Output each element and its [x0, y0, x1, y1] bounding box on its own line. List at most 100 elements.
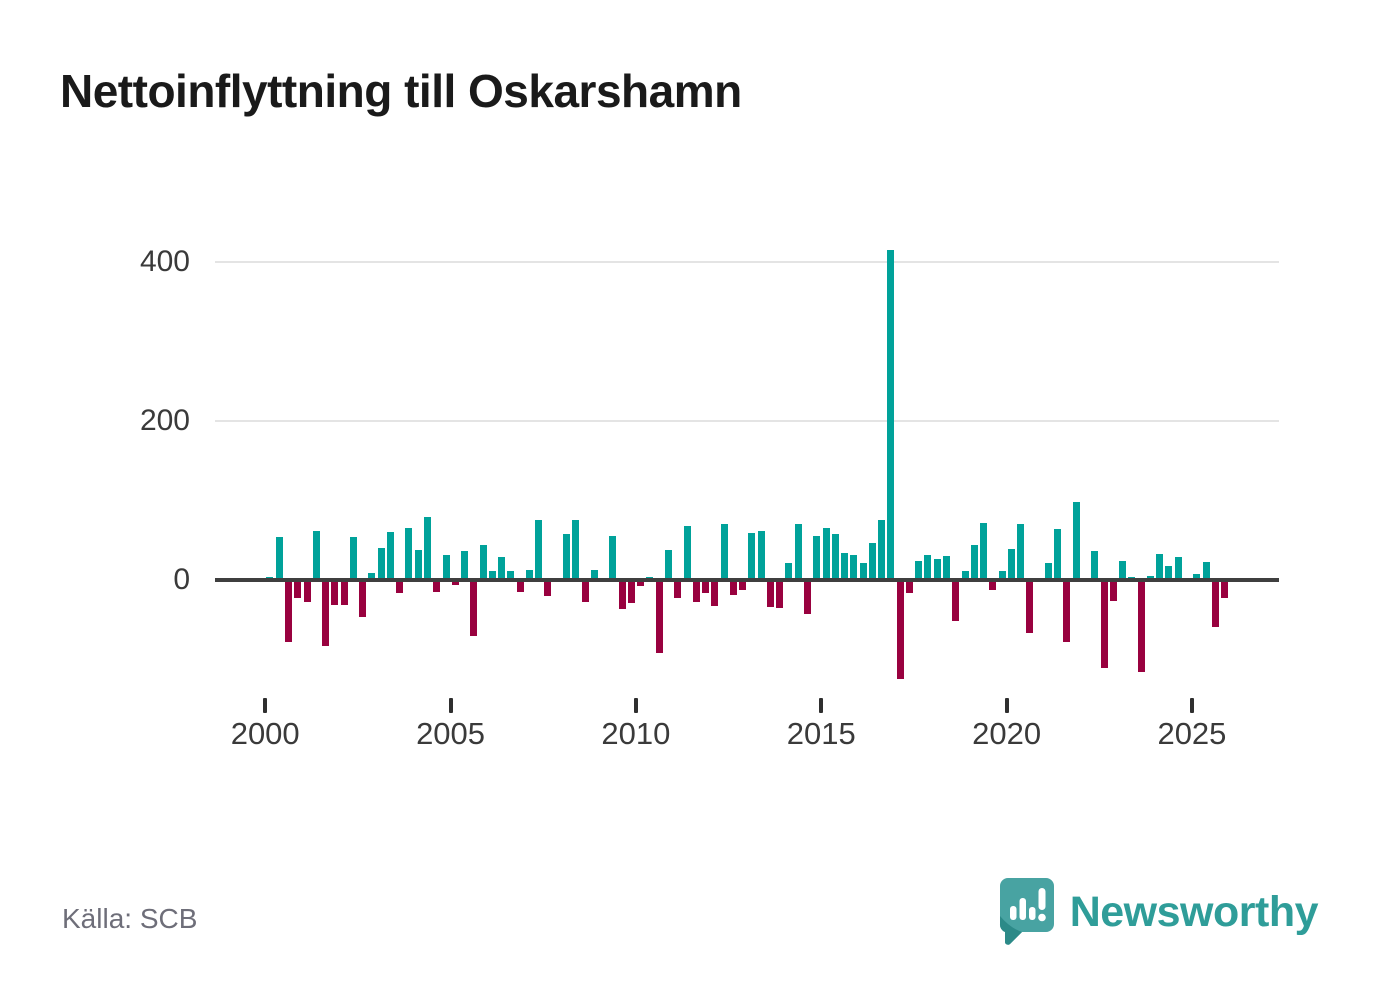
bar [349, 537, 357, 580]
bar [943, 556, 950, 580]
bar [766, 580, 774, 607]
bar [396, 580, 404, 593]
bar [386, 532, 394, 580]
bar [331, 580, 339, 605]
bar [414, 549, 422, 580]
bar [433, 580, 441, 592]
bar [1193, 573, 1201, 580]
bar [609, 536, 617, 580]
bar [525, 569, 533, 580]
bar [479, 545, 487, 580]
bar [841, 553, 848, 580]
bar [368, 572, 376, 580]
bar [720, 524, 728, 581]
bar [970, 545, 978, 580]
bar [1156, 553, 1164, 580]
bar [275, 537, 283, 580]
bar [590, 569, 598, 580]
bar [424, 517, 431, 580]
bar [785, 563, 793, 580]
y-axis-label: 0 [173, 563, 190, 596]
bar [702, 580, 709, 593]
bar [516, 580, 524, 592]
bar [674, 580, 682, 598]
bar [813, 536, 821, 580]
newsworthy-bubble-chart-icon [999, 878, 1054, 945]
bar [312, 530, 320, 580]
bar [664, 549, 672, 580]
bar [322, 580, 329, 646]
bar [859, 562, 867, 580]
bar [1091, 551, 1099, 580]
bar [1165, 565, 1173, 580]
bar [470, 580, 478, 636]
bar [498, 556, 506, 580]
bar [905, 580, 913, 593]
bar [915, 560, 923, 580]
gridline-400 [215, 261, 1279, 263]
bar [1063, 580, 1071, 642]
bar [627, 580, 635, 604]
bar [544, 580, 552, 596]
bar [868, 542, 876, 580]
chart-title: Nettoinflyttning till Oskarshamn [60, 65, 742, 117]
bar [1221, 580, 1228, 599]
x-tick-2005 [448, 698, 453, 713]
y-axis-label: 400 [139, 245, 190, 278]
bar [1007, 549, 1015, 580]
x-axis-label: 2010 [601, 716, 671, 751]
x-axis-label: 2015 [786, 716, 856, 751]
bar [711, 580, 719, 607]
bar [683, 525, 691, 580]
bar [405, 528, 413, 580]
x-axis-label: 2005 [416, 716, 486, 751]
bar [655, 580, 663, 654]
bar [878, 520, 886, 580]
y-axis-label: 200 [139, 404, 190, 437]
bar [1026, 580, 1034, 633]
bar [451, 580, 459, 585]
bar [748, 533, 756, 580]
gridline-200 [215, 420, 1279, 422]
bar [359, 580, 367, 618]
bar [637, 580, 645, 587]
x-axis-label: 2020 [972, 716, 1042, 751]
bar [850, 555, 858, 580]
bar [1017, 524, 1025, 581]
bar [488, 570, 496, 580]
x-tick-2025 [1189, 698, 1194, 713]
bar [803, 580, 811, 615]
bar [998, 570, 1006, 580]
bar [442, 554, 450, 580]
bar [822, 527, 830, 580]
bar [1211, 580, 1219, 627]
bar [794, 524, 802, 581]
bar [284, 580, 292, 642]
bar [776, 580, 784, 608]
bar [1072, 502, 1080, 580]
bar [1100, 580, 1108, 668]
bar [618, 580, 626, 609]
bar [961, 570, 969, 580]
bar [1109, 580, 1117, 601]
bar [340, 580, 348, 606]
bar [692, 580, 700, 603]
bar [563, 533, 570, 580]
x-tick-2000 [263, 698, 268, 713]
x-axis-label: 2025 [1157, 716, 1227, 751]
bar [1202, 561, 1210, 580]
bar [1174, 556, 1182, 580]
bar [757, 530, 765, 580]
bar [507, 570, 515, 580]
newsworthy-logo: Newsworthy [998, 876, 1319, 948]
bar [887, 250, 895, 580]
bar [933, 558, 941, 580]
bar [1137, 580, 1145, 673]
bar [729, 580, 737, 596]
bar [572, 519, 580, 580]
bar [581, 580, 589, 603]
bar [924, 555, 932, 580]
bar [1054, 529, 1062, 580]
